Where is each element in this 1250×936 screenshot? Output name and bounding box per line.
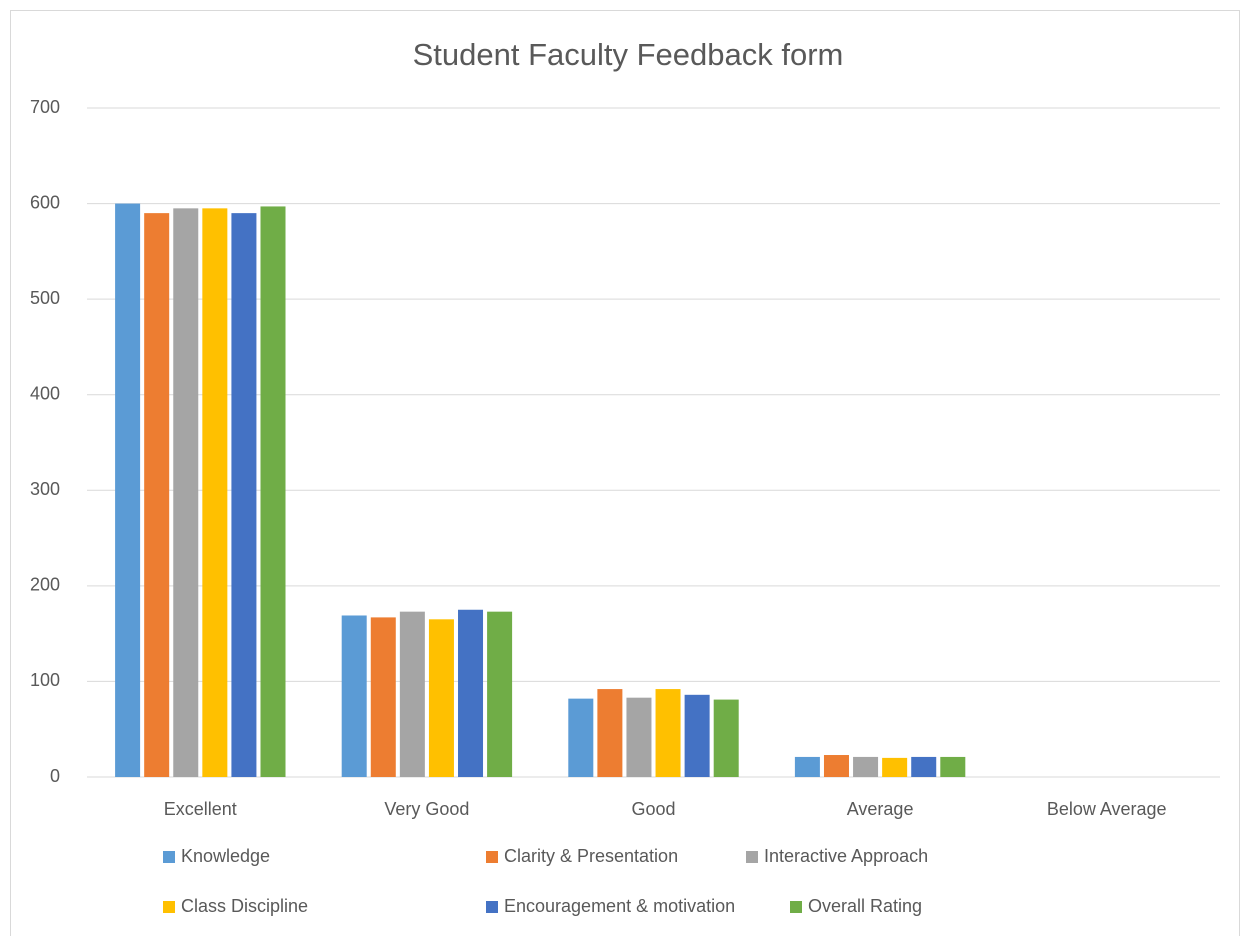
bar [597,689,623,777]
y-tick-label: 300 [30,479,60,499]
legend-swatch [486,901,498,913]
bar [684,694,710,777]
bar [458,609,484,777]
y-tick-label: 700 [30,97,60,117]
legend-swatch [790,901,802,913]
legend-label: Overall Rating [808,896,922,916]
bar [487,611,513,777]
legend-swatch [746,851,758,863]
y-tick-label: 100 [30,670,60,690]
bar [823,755,849,777]
bar [370,617,396,777]
bar [794,756,820,777]
bar [911,756,937,777]
bar [231,213,257,778]
legend-label: Clarity & Presentation [504,846,678,866]
x-tick-label: Very Good [384,799,469,819]
bar [202,208,228,778]
y-tick-label: 200 [30,575,60,595]
bar [144,213,170,778]
bar [882,757,908,777]
bar [115,203,141,778]
x-tick-label: Average [847,799,914,819]
y-tick-label: 600 [30,192,60,212]
legend-swatch [163,851,175,863]
legend-label: Class Discipline [181,896,308,916]
legend-label: Interactive Approach [764,846,928,866]
bar [399,611,425,777]
legend-swatch [163,901,175,913]
x-tick-label: Excellent [164,799,237,819]
bar [568,698,594,777]
y-tick-label: 500 [30,288,60,308]
bar [260,206,286,777]
bar [428,619,454,777]
x-tick-label: Below Average [1047,799,1167,819]
bar [626,697,652,777]
bar [940,756,966,777]
y-tick-label: 400 [30,383,60,403]
legend-label: Encouragement & motivation [504,896,735,916]
bar [655,689,681,777]
chart-title: Student Faculty Feedback form [413,37,844,72]
legend-swatch [486,851,498,863]
bar [341,615,367,777]
legend-label: Knowledge [181,846,270,866]
x-tick-label: Good [631,799,675,819]
bar [713,699,739,777]
y-tick-label: 0 [50,766,60,786]
bar [853,756,879,777]
bar [173,208,199,778]
